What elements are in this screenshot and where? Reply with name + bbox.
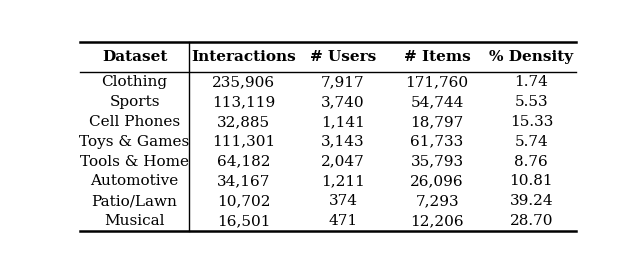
Text: Musical: Musical — [104, 214, 165, 228]
Text: 26,096: 26,096 — [410, 174, 464, 188]
Text: 2,047: 2,047 — [321, 155, 365, 169]
Text: Automotive: Automotive — [90, 174, 179, 188]
Text: Clothing: Clothing — [102, 75, 168, 89]
Text: 12,206: 12,206 — [410, 214, 464, 228]
Text: 5.53: 5.53 — [515, 95, 548, 109]
Text: 1,211: 1,211 — [321, 174, 365, 188]
Text: Interactions: Interactions — [191, 50, 296, 64]
Text: # Users: # Users — [310, 50, 376, 64]
Text: 1,141: 1,141 — [321, 115, 365, 129]
Text: Tools & Home: Tools & Home — [80, 155, 189, 169]
Text: Toys & Games: Toys & Games — [79, 135, 189, 149]
Text: 34,167: 34,167 — [217, 174, 270, 188]
Text: 7,293: 7,293 — [415, 194, 459, 208]
Text: 15.33: 15.33 — [509, 115, 553, 129]
Text: Cell Phones: Cell Phones — [89, 115, 180, 129]
Text: 111,301: 111,301 — [212, 135, 275, 149]
Text: 113,119: 113,119 — [212, 95, 275, 109]
Text: 171,760: 171,760 — [406, 75, 468, 89]
Text: 8.76: 8.76 — [515, 155, 548, 169]
Text: 54,744: 54,744 — [410, 95, 464, 109]
Text: 39.24: 39.24 — [509, 194, 553, 208]
Text: % Density: % Density — [490, 50, 573, 64]
Text: 35,793: 35,793 — [410, 155, 464, 169]
Text: 10.81: 10.81 — [509, 174, 553, 188]
Text: 3,143: 3,143 — [321, 135, 365, 149]
Text: 471: 471 — [328, 214, 358, 228]
Text: 3,740: 3,740 — [321, 95, 365, 109]
Text: 32,885: 32,885 — [217, 115, 270, 129]
Text: 10,702: 10,702 — [217, 194, 271, 208]
Text: 64,182: 64,182 — [217, 155, 271, 169]
Text: 16,501: 16,501 — [217, 214, 271, 228]
Text: 1.74: 1.74 — [515, 75, 548, 89]
Text: Patio/Lawn: Patio/Lawn — [92, 194, 177, 208]
Text: Dataset: Dataset — [102, 50, 167, 64]
Text: 5.74: 5.74 — [515, 135, 548, 149]
Text: 374: 374 — [328, 194, 357, 208]
Text: 28.70: 28.70 — [509, 214, 553, 228]
Text: 18,797: 18,797 — [410, 115, 464, 129]
Text: 235,906: 235,906 — [212, 75, 275, 89]
Text: 7,917: 7,917 — [321, 75, 365, 89]
Text: # Items: # Items — [404, 50, 470, 64]
Text: Sports: Sports — [109, 95, 160, 109]
Text: 61,733: 61,733 — [410, 135, 464, 149]
